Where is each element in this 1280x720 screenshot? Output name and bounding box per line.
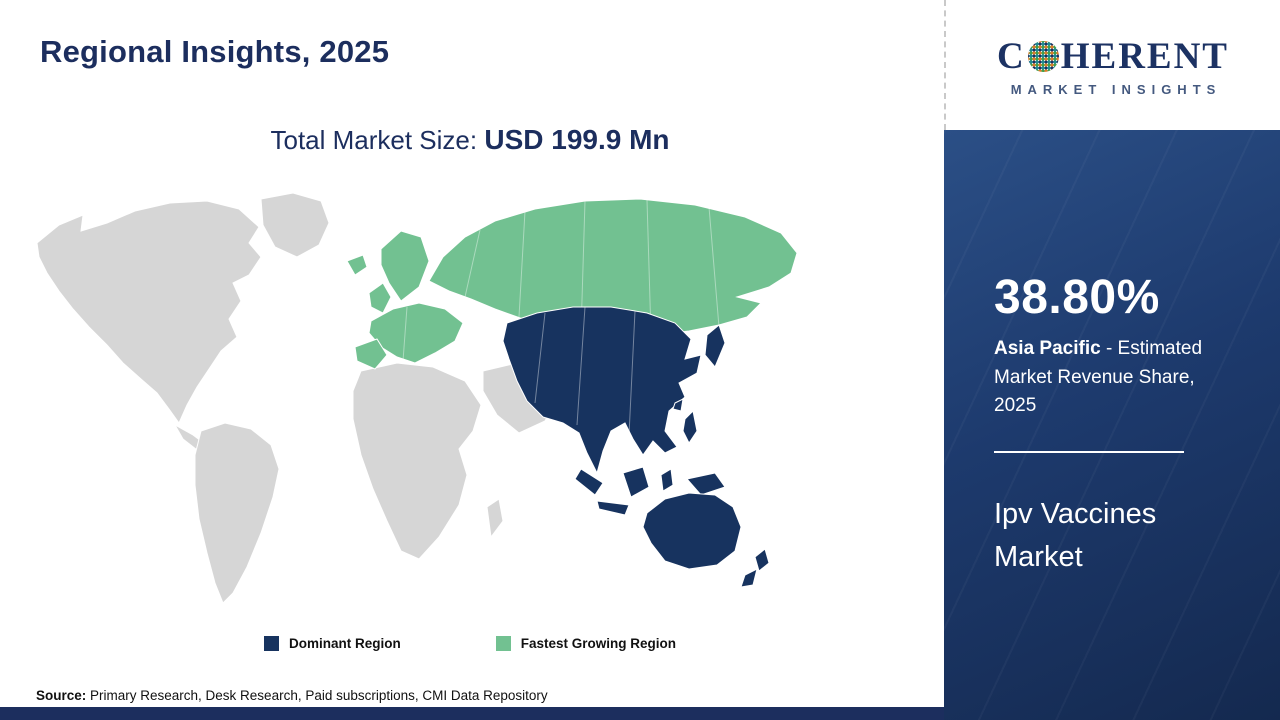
- map-legend: Dominant Region Fastest Growing Region: [0, 636, 940, 651]
- source-text: Primary Research, Desk Research, Paid su…: [86, 688, 548, 703]
- legend-label-fastest-growing: Fastest Growing Region: [520, 636, 676, 651]
- legend-label-dominant: Dominant Region: [288, 636, 401, 651]
- source-label: Source:: [36, 688, 87, 703]
- landmass-taiwan: [672, 398, 684, 412]
- map-region-other: [36, 192, 560, 604]
- brand-letter-c: C: [997, 35, 1026, 77]
- market-share-value: 38.80%: [994, 271, 1160, 324]
- brand-logo: C HERENT MARKET INSIGHTS: [944, 0, 1280, 130]
- legend-item-dominant: Dominant Region: [263, 636, 401, 651]
- market-size-label: Total Market Size:: [270, 125, 485, 155]
- market-share-region: Asia Pacific: [994, 338, 1101, 359]
- world-map: [36, 192, 798, 604]
- landmass-iceland: [346, 254, 368, 276]
- market-share-description: Asia Pacific - Estimated Market Revenue …: [994, 335, 1229, 421]
- market-size-heading: Total Market Size: USD 199.9 Mn: [0, 124, 940, 156]
- swatch-rect: [495, 636, 511, 651]
- swatch-rect: [263, 636, 279, 651]
- sidebar-panel: 38.80% Asia Pacific - Estimated Market R…: [944, 130, 1280, 720]
- map-region-fastest-growing: [346, 198, 798, 370]
- landmass-borneo: [622, 466, 650, 498]
- brand-tagline: MARKET INSIGHTS: [1010, 81, 1222, 97]
- map-region-dominant: [502, 306, 770, 588]
- logo-globe-icon: [1027, 40, 1059, 72]
- landmass-java: [596, 500, 630, 516]
- dominant-region-swatch: [263, 636, 279, 651]
- landmass-australia: [642, 492, 742, 570]
- landmass-japan: [704, 324, 726, 368]
- divider-line: [994, 450, 1184, 453]
- bottom-accent-bar: [0, 707, 1280, 720]
- market-size-value: USD 199.9 Mn: [484, 124, 670, 155]
- source-note: Source: Primary Research, Desk Research,…: [36, 688, 548, 703]
- landmass-philippines: [682, 409, 698, 444]
- legend-item-fastest-growing: Fastest Growing Region: [495, 636, 676, 651]
- landmass-new-zealand-north: [754, 548, 770, 572]
- landmass-new-zealand-south: [740, 568, 758, 588]
- country-border-line: [534, 306, 636, 436]
- landmass-sumatra: [574, 468, 604, 496]
- landmass-madagascar: [486, 498, 504, 539]
- landmass-greenland: [260, 192, 330, 258]
- landmass-north-america: [36, 200, 262, 425]
- brand-letters-rest: HERENT: [1060, 35, 1229, 77]
- landmass-new-guinea: [686, 472, 726, 496]
- landmass-asia-mainland: [502, 306, 702, 475]
- landmass-british-isles: [368, 282, 392, 314]
- landmass-iberia: [354, 338, 388, 370]
- landmass-south-america: [194, 422, 280, 604]
- fastest-growing-region-swatch: [495, 636, 511, 651]
- landmass-africa: [352, 362, 482, 560]
- market-name: Ipv Vaccines Market: [994, 497, 1157, 574]
- page-title: Regional Insights, 2025: [40, 34, 390, 69]
- sidebar: C HERENT MARKET INSIGHTS 38.80% Asia Paci…: [944, 0, 1280, 720]
- market-share-desc-text: - Estimated Market Revenue Share, 2025: [994, 338, 1203, 416]
- landmass-sulawesi: [660, 468, 674, 492]
- country-border-line: [402, 199, 720, 362]
- landmass-scandinavia: [380, 230, 430, 302]
- brand-wordmark: C HERENT: [997, 38, 1229, 75]
